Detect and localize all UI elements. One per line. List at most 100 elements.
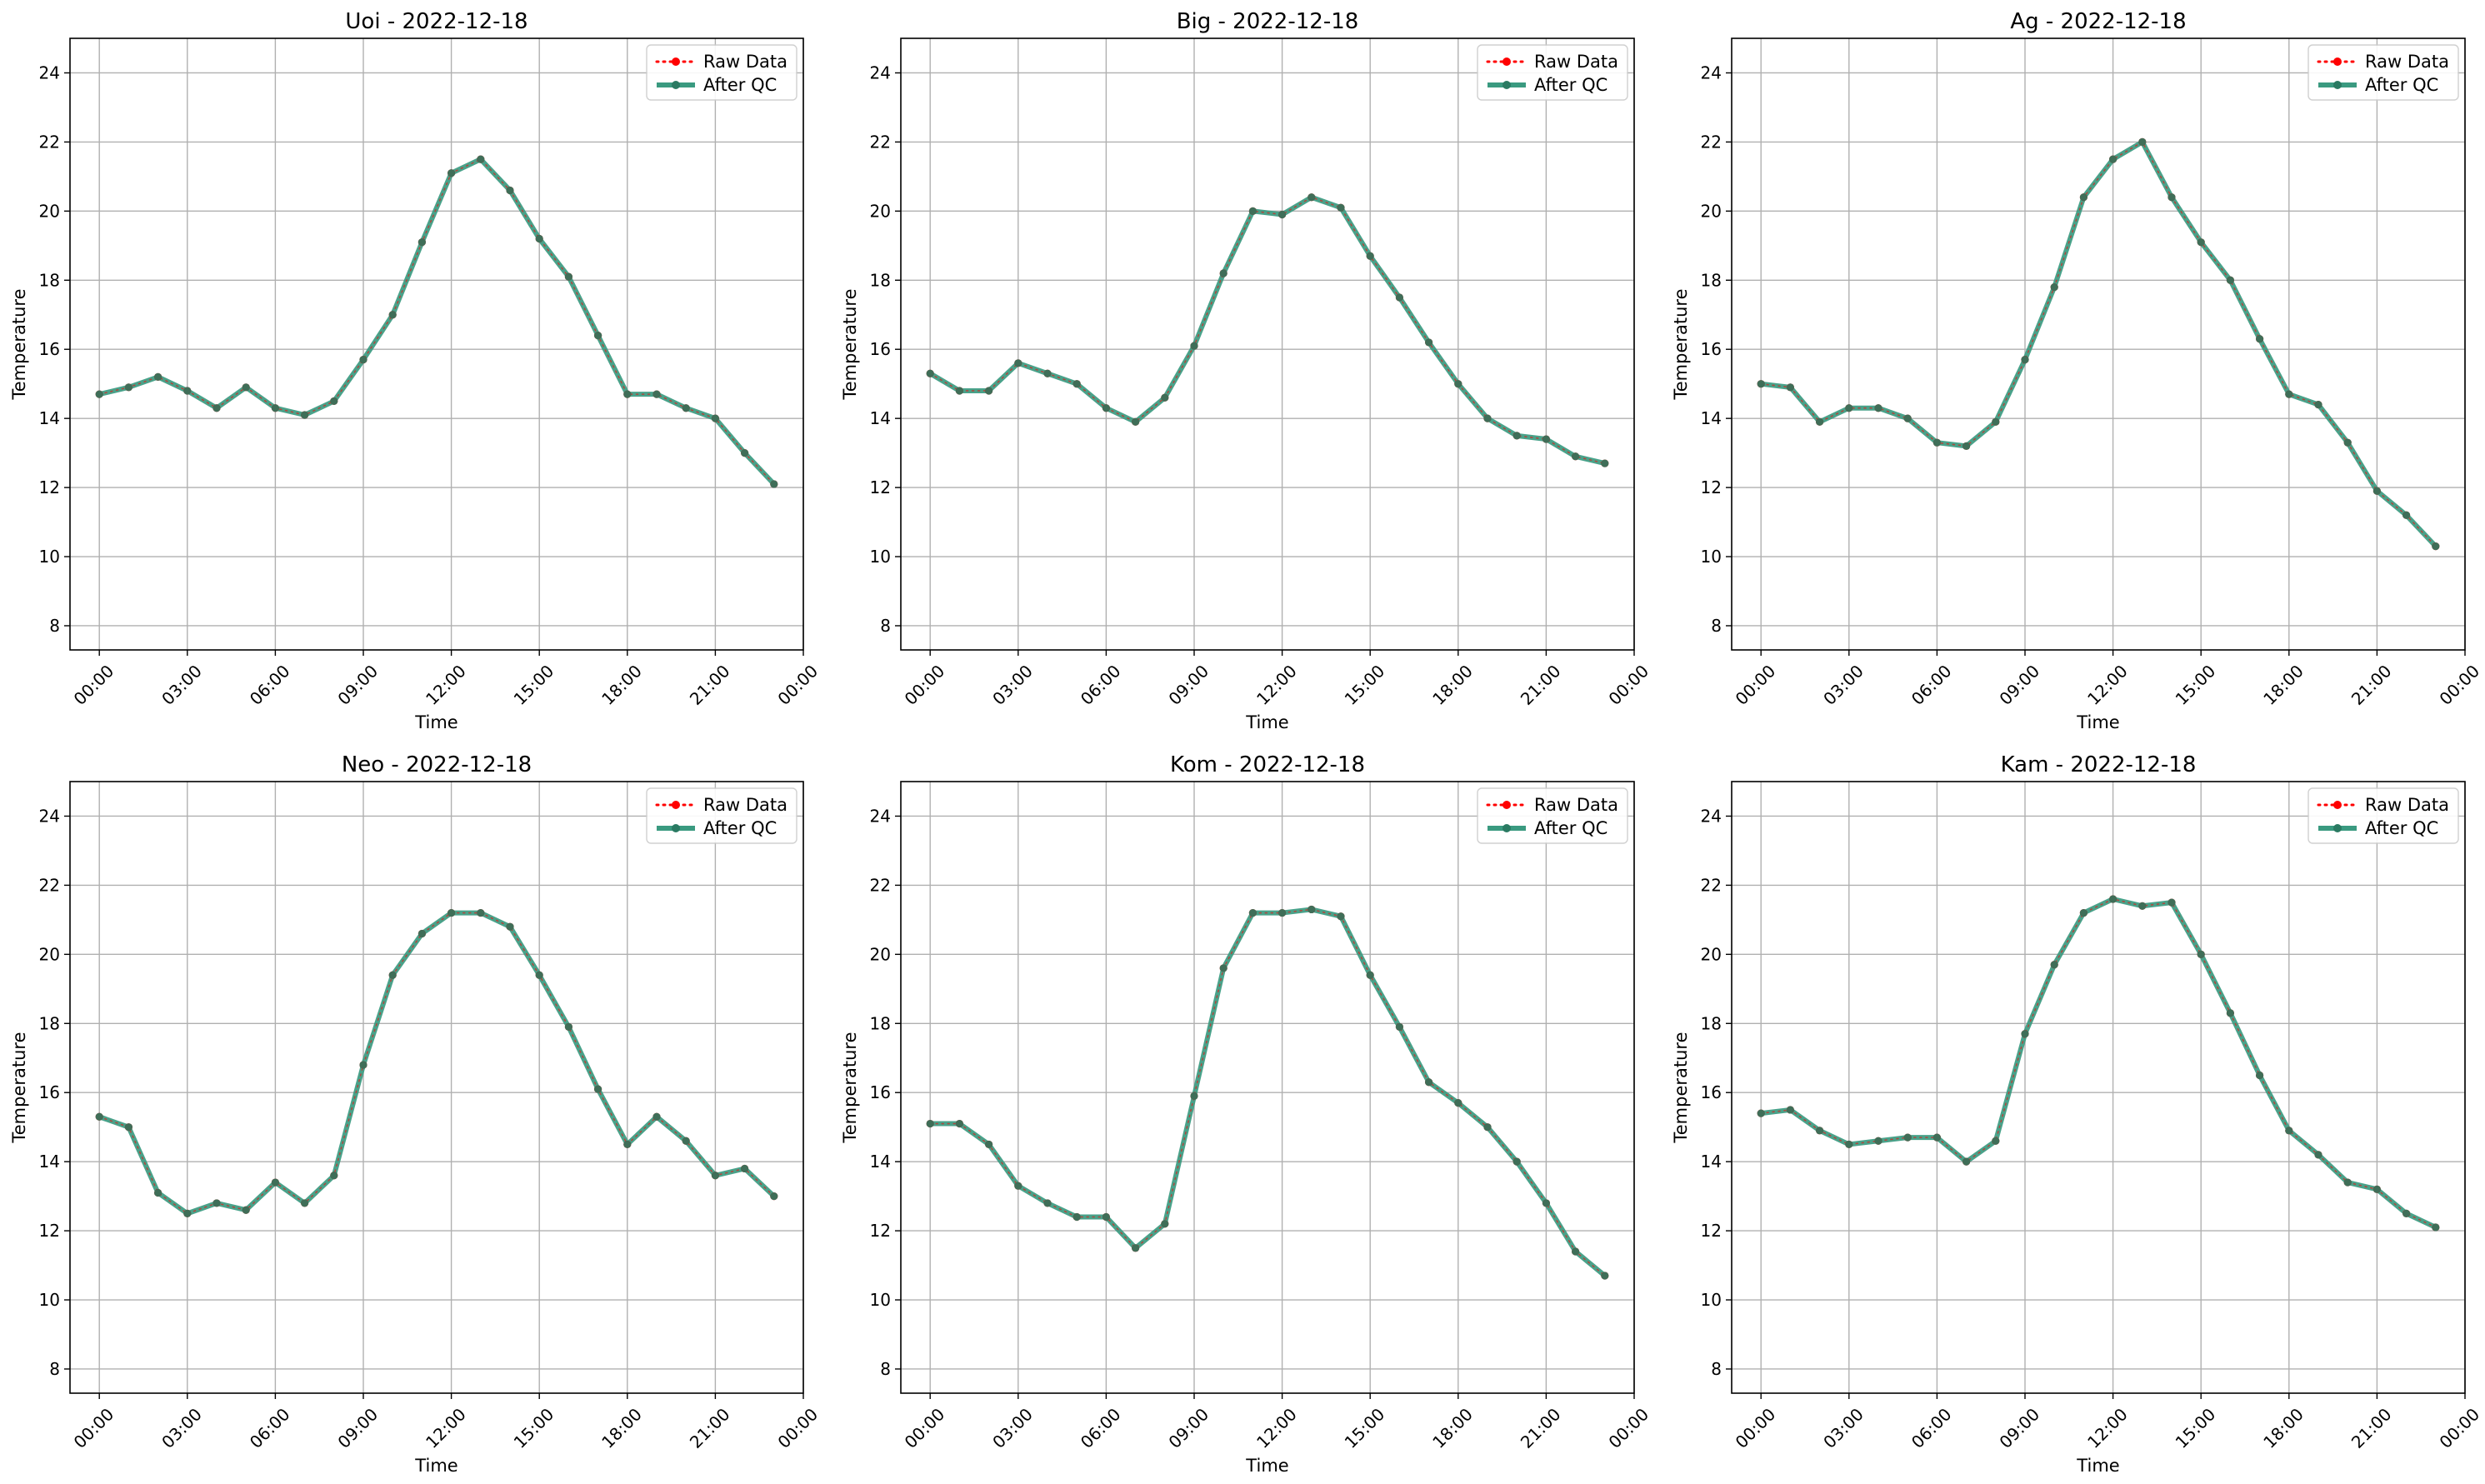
after-qc-point <box>2343 438 2352 447</box>
after-qc-point <box>2109 895 2118 903</box>
legend-raw-label: Raw Data <box>2365 795 2449 815</box>
after-qc-point <box>1845 1140 1853 1149</box>
after-qc-point <box>2109 155 2118 163</box>
legend: Raw Data After QC <box>2308 787 2459 844</box>
x-tick-label: 21:00 <box>2348 1404 2396 1452</box>
y-tick-label: 14 <box>39 408 60 428</box>
after-qc-point <box>1816 417 1824 426</box>
after-qc-point <box>95 390 103 398</box>
y-axis-label: Temperature <box>1671 288 1691 400</box>
after-qc-point <box>2079 908 2088 917</box>
x-axis-label: Time <box>414 1456 458 1476</box>
legend-qc-marker <box>2333 81 2342 89</box>
legend-qc-label: After QC <box>2365 75 2438 95</box>
chart-title: Ag - 2022-12-18 <box>2010 9 2186 34</box>
y-tick-label: 22 <box>39 875 60 895</box>
after-qc-point <box>1962 1157 1971 1166</box>
x-tick-label: 06:00 <box>1077 661 1125 709</box>
x-tick-label: 00:00 <box>1732 661 1780 709</box>
after-qc-point <box>1932 438 1941 447</box>
y-tick-label: 20 <box>1701 201 1722 221</box>
series-raw-data-line <box>1760 141 2437 547</box>
after-qc-point <box>154 1188 162 1197</box>
after-qc-point <box>741 1164 749 1173</box>
after-qc-point <box>1248 908 1257 917</box>
y-tick-label: 10 <box>870 547 891 567</box>
x-tick-label: 09:00 <box>333 1404 382 1452</box>
after-qc-point <box>418 238 426 247</box>
x-tick-label: 00:00 <box>901 1404 949 1452</box>
after-qc-point <box>682 404 690 412</box>
series-raw-data-line <box>98 912 775 1215</box>
x-tick-label: 06:00 <box>1908 1404 1956 1452</box>
legend-raw-label: Raw Data <box>1534 795 1618 815</box>
after-qc-point <box>477 155 485 163</box>
y-tick-label: 12 <box>870 477 891 497</box>
series-after-qc-line <box>97 157 777 487</box>
x-tick-label: 18:00 <box>2259 661 2308 709</box>
legend-raw-marker <box>1502 57 1511 66</box>
x-tick-label: 09:00 <box>1995 661 2043 709</box>
after-qc-point <box>2285 1127 2293 1135</box>
after-qc-point <box>1512 1157 1521 1166</box>
x-tick-label: 00:00 <box>70 661 118 709</box>
y-tick-label: 12 <box>1701 1221 1722 1241</box>
after-qc-point <box>711 1172 720 1180</box>
after-qc-point <box>1190 342 1198 350</box>
after-qc-point <box>2226 1009 2234 1017</box>
chart-panel: 8 10 12 14 16 18 20 22 24 00:00 03:00 06:00 09:00 12:… <box>840 9 1652 732</box>
y-tick-label: 22 <box>1701 875 1722 895</box>
x-tick-label: 09:00 <box>1164 661 1212 709</box>
y-tick-label: 10 <box>870 1290 891 1310</box>
x-tick-label: 06:00 <box>246 1404 294 1452</box>
after-qc-point <box>2314 1151 2322 1159</box>
after-qc-point <box>1308 193 1316 202</box>
after-qc-point <box>1043 1199 1052 1207</box>
y-tick-label: 16 <box>1701 339 1722 359</box>
after-qc-point <box>1992 417 2000 426</box>
after-qc-point <box>242 1206 250 1214</box>
y-tick-label: 22 <box>870 132 891 152</box>
y-tick-label: 18 <box>39 270 60 290</box>
legend-qc-marker <box>672 81 680 89</box>
after-qc-point <box>1308 905 1316 914</box>
x-tick-label: 06:00 <box>1077 1404 1125 1452</box>
legend-qc-label: After QC <box>1534 818 1608 838</box>
chart-panel: 8 10 12 14 16 18 20 22 24 00:00 03:00 06:00 09:00 12:… <box>9 752 822 1476</box>
after-qc-point <box>2138 902 2147 910</box>
y-tick-label: 20 <box>870 201 891 221</box>
legend-qc-label: After QC <box>703 818 777 838</box>
y-tick-label: 10 <box>39 1290 60 1310</box>
y-tick-label: 8 <box>880 616 891 636</box>
y-tick-label: 16 <box>39 1082 60 1102</box>
after-qc-point <box>955 387 963 395</box>
after-qc-point <box>1932 1133 1941 1142</box>
y-tick-label: 20 <box>870 944 891 964</box>
x-tick-label: 12:00 <box>1252 1404 1301 1452</box>
after-qc-point <box>1845 404 1853 412</box>
after-qc-point <box>388 311 397 319</box>
y-tick-label: 12 <box>1701 477 1722 497</box>
after-qc-point <box>1757 380 1765 388</box>
x-tick-label: 03:00 <box>1819 661 1868 709</box>
after-qc-point <box>564 272 573 281</box>
after-qc-point <box>1992 1137 2000 1145</box>
after-qc-point <box>330 1172 338 1180</box>
after-qc-point <box>506 922 514 931</box>
after-qc-point <box>124 1123 132 1132</box>
after-qc-point <box>535 234 543 243</box>
x-axis-label: Time <box>1245 1456 1288 1476</box>
x-tick-label: 18:00 <box>598 661 646 709</box>
after-qc-point <box>242 383 250 392</box>
y-tick-label: 8 <box>1711 1359 1722 1379</box>
x-tick-label: 03:00 <box>1819 1404 1868 1452</box>
x-tick-label: 00:00 <box>2435 1404 2483 1452</box>
series-raw-data-line <box>929 196 1606 464</box>
after-qc-point <box>1161 393 1169 402</box>
after-qc-point <box>535 971 543 979</box>
after-qc-point <box>1132 1244 1140 1252</box>
after-qc-point <box>183 1209 192 1217</box>
x-axis-label: Time <box>1245 712 1288 732</box>
after-qc-point <box>330 397 338 406</box>
after-qc-point <box>1337 203 1345 212</box>
